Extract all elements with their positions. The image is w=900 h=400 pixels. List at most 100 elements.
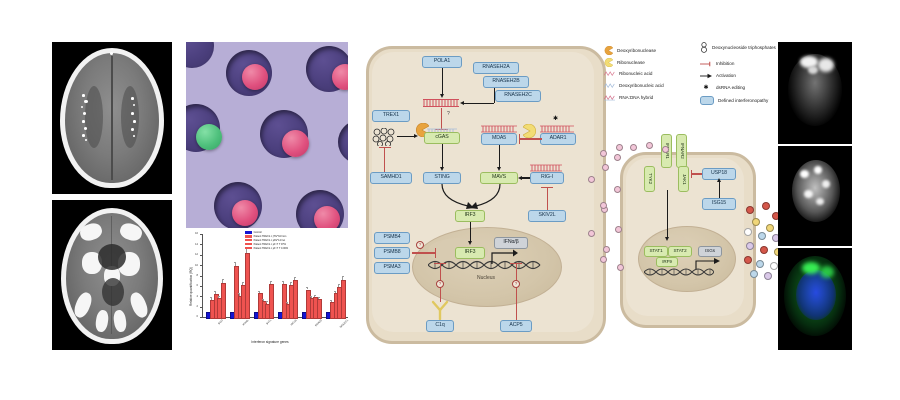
legend-label: Deoxyribonucleic acid [619, 83, 664, 89]
error-bar [258, 290, 260, 294]
error-bar [338, 284, 340, 288]
node-rnaseh2a[interactable]: RNASEH2A [473, 62, 519, 74]
y-tick-label: 0 [196, 315, 198, 319]
node-jak1[interactable]: JAK1 [678, 166, 689, 192]
y-tick [200, 296, 203, 297]
ifn-alpha-beta-dots [600, 140, 628, 280]
node-irf3-cytosol[interactable]: IRF3 [455, 210, 485, 222]
legend-label: Inhibition [716, 61, 735, 67]
inhibition-bar-c1q [434, 263, 446, 265]
y-axis [202, 234, 203, 318]
x-tick-label: ISG15 [290, 319, 298, 327]
node-tyk2[interactable]: TYK2 [644, 166, 655, 192]
x-tick-label: IFIT1 [265, 319, 273, 326]
y-tick [200, 265, 203, 266]
node-psmb4[interactable]: PSMB4 [374, 232, 410, 244]
error-bar-cap [337, 284, 341, 286]
chart-legend-item: Patient TREX1 c.)A>T T 0.06% [245, 247, 288, 251]
node-rnaseh2b[interactable]: RNASEH2B [483, 76, 529, 88]
inhibition-bar-rigi [541, 187, 553, 189]
legend-item-rna: Ribonucleic acid [604, 70, 652, 78]
inhibition-bar-psm [435, 248, 437, 258]
x-axis-label: Interferon signature genes [251, 340, 289, 344]
question-mark-3: ? [436, 280, 444, 288]
legend-series-label: Patient TREX1 c.)Afs*14 het [253, 238, 286, 242]
node-isgs[interactable]: ISGs [698, 246, 722, 257]
error-bar-cap [317, 296, 321, 298]
ribonuclease-icon [604, 58, 613, 67]
y-tick [200, 244, 203, 245]
legend-label: Defined interferonopathy [718, 97, 769, 103]
node-irf9[interactable]: IRF9 [656, 257, 678, 267]
error-bar [246, 247, 248, 253]
y-tick-label: 16 [195, 232, 198, 236]
figure-legend: Deoxyribonuclease Ribonuclease Ribonucle… [604, 42, 786, 128]
error-bar-cap [285, 302, 289, 303]
y-tick-label: 12 [195, 253, 198, 257]
y-tick [200, 306, 203, 308]
legend-label: dsRNA editing [716, 84, 746, 90]
arrow-mda5-mavs [498, 145, 500, 168]
node-mda5[interactable]: MDA5 [481, 133, 517, 145]
error-bar [270, 280, 272, 285]
legend-swatch [245, 234, 252, 238]
node-stat1[interactable]: STAT1 [644, 246, 668, 257]
node-ifn-alpha-beta[interactable]: IFNα/β [494, 237, 528, 249]
inhibition-adar1-mda5 [520, 138, 542, 140]
node-skiv2l[interactable]: SKIV2L [528, 210, 566, 222]
node-psma3[interactable]: PSMA3 [374, 262, 410, 274]
x-tick-label: SIGLEC1 [339, 319, 349, 329]
arrowhead-dntp [414, 134, 418, 138]
dsrna-editing-icon: ✱ [553, 116, 559, 122]
legend-label: RNA:DNA hybrid [619, 95, 654, 101]
error-bar-cap [341, 276, 345, 277]
node-acp5[interactable]: ACP5 [500, 320, 532, 332]
error-bar [310, 295, 312, 299]
error-bar [218, 295, 220, 299]
bar-RSAD2-Patient-TREX1-c-A-T-T-0-06- [317, 299, 323, 319]
bar-ISG15-Patient-TREX1-c-Tfs-34-hom [281, 283, 287, 319]
legend-series-label: Patient TREX1 c.)Tfs*34 hom [253, 234, 287, 238]
error-bar [286, 302, 288, 305]
arrowhead-isg15 [716, 178, 721, 182]
node-rigi[interactable]: RIG-I [530, 172, 564, 184]
node-isg15[interactable]: ISG15 [702, 198, 736, 210]
error-bar-cap [213, 291, 217, 293]
node-ifnar2[interactable]: IFNAR2 [676, 134, 687, 168]
cytokine-dots [742, 200, 782, 280]
error-bar-cap [233, 262, 237, 263]
node-pola1[interactable]: POLA1 [422, 56, 462, 68]
node-irf3-nucleus[interactable]: IRF3 [455, 247, 485, 259]
error-bar [342, 276, 344, 280]
ribonucleic-acid-icon-adar1 [540, 125, 574, 133]
y-tick-label: 2 [196, 305, 198, 308]
node-samhd1[interactable]: SAMHD1 [370, 172, 412, 184]
bar-IFI27-Patient-TREX1-c-A-T-T-0-06- [221, 282, 227, 319]
chart-legend-item: Patient TREX1 c.)Afs*14 het [245, 239, 288, 243]
node-rnaseh2c[interactable]: RNASEH2C [495, 90, 541, 102]
nuclear-dna-icon [428, 260, 541, 270]
node-trex1[interactable]: TREX1 [372, 110, 410, 122]
node-cgas[interactable]: cGAS [424, 132, 460, 144]
node-stat2[interactable]: STAT2 [668, 246, 692, 257]
bar-IFI44L-Patient-TREX1-c-A-T-T-0-06- [245, 252, 251, 319]
node-adar1[interactable]: ADAR1 [540, 133, 576, 145]
node-mavs[interactable]: MAVS [480, 172, 518, 184]
error-bar-cap [217, 295, 221, 297]
error-bar [306, 286, 308, 290]
legend-series-label: Patient TREX1 c.)A>T T 0.06% [253, 246, 289, 250]
fluorescence-panel-3 [778, 248, 852, 350]
arrow-dntp-cgas [397, 136, 415, 138]
y-tick-label: 10 [195, 263, 198, 267]
node-sting[interactable]: STING [423, 172, 461, 184]
legend-label: Deoxyribonuclease [617, 47, 657, 53]
node-c1q[interactable]: C1q [426, 320, 454, 332]
legend-label: Activation [716, 73, 736, 79]
arrowhead-jak-stat [664, 237, 669, 241]
legend-item-activation: Activation [700, 72, 736, 80]
node-psmb8[interactable]: PSMB8 [374, 247, 410, 259]
error-bar [294, 276, 296, 281]
y-tick [200, 285, 203, 287]
nucleus-label: Nucleus [476, 275, 496, 281]
error-bar [330, 299, 332, 302]
